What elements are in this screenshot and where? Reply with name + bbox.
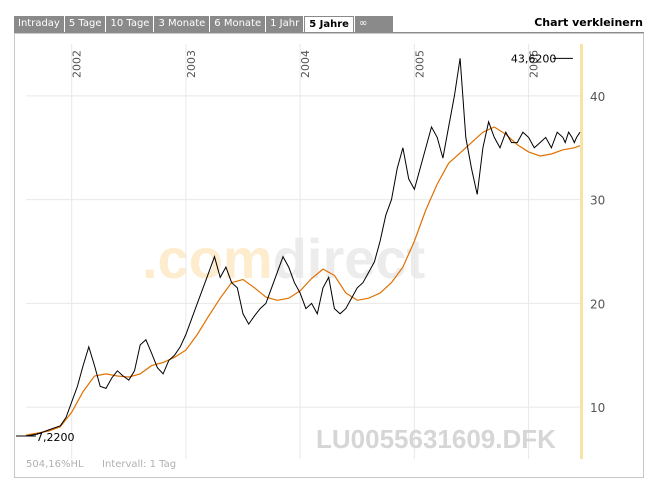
y-tick-label: 30 — [590, 194, 605, 208]
tab-6[interactable]: 5 Jahre — [304, 16, 354, 33]
low-value-label: 7,2200 — [36, 431, 75, 444]
tab-divider — [14, 32, 644, 33]
tab-1[interactable]: 5 Tage — [64, 16, 106, 32]
grid — [26, 44, 580, 459]
moving-average-line — [25, 126, 581, 436]
watermark-brand: .comdirect — [142, 227, 425, 290]
x-tick-label: 2006 — [528, 50, 541, 78]
tab-4[interactable]: 6 Monate — [210, 16, 266, 32]
today-marker — [580, 44, 583, 459]
tab-3[interactable]: 3 Monate — [154, 16, 210, 32]
interval-label: Intervall: 1 Tag — [102, 459, 177, 470]
price-line — [25, 58, 581, 437]
chart-frame — [14, 33, 644, 478]
y-tick-label: 40 — [590, 90, 605, 104]
y-tick-label: 10 — [590, 401, 605, 415]
high-value-label: 43,6200 — [511, 52, 557, 65]
x-tick-label: 2002 — [71, 50, 84, 78]
tab-0[interactable]: Intraday — [14, 16, 64, 32]
performance-label: 504,16%HL — [26, 459, 84, 470]
y-tick-label: 20 — [590, 297, 605, 311]
tab-2[interactable]: 10 Tage — [106, 16, 154, 32]
watermark-symbol: LU0055631609.DFK — [316, 424, 556, 454]
shrink-chart-link[interactable]: Chart verkleinern — [534, 16, 643, 29]
x-tick-label: 2004 — [299, 50, 312, 78]
timeframe-tabs: Intraday 5 Tage 10 Tage 3 Monate 6 Monate 1 J… — [14, 16, 394, 33]
tab-5[interactable]: 1 Jahr — [266, 16, 304, 32]
x-tick-label: 2003 — [185, 50, 198, 78]
tab-7[interactable]: ∞ — [354, 16, 393, 32]
x-tick-label: 2005 — [413, 50, 426, 78]
